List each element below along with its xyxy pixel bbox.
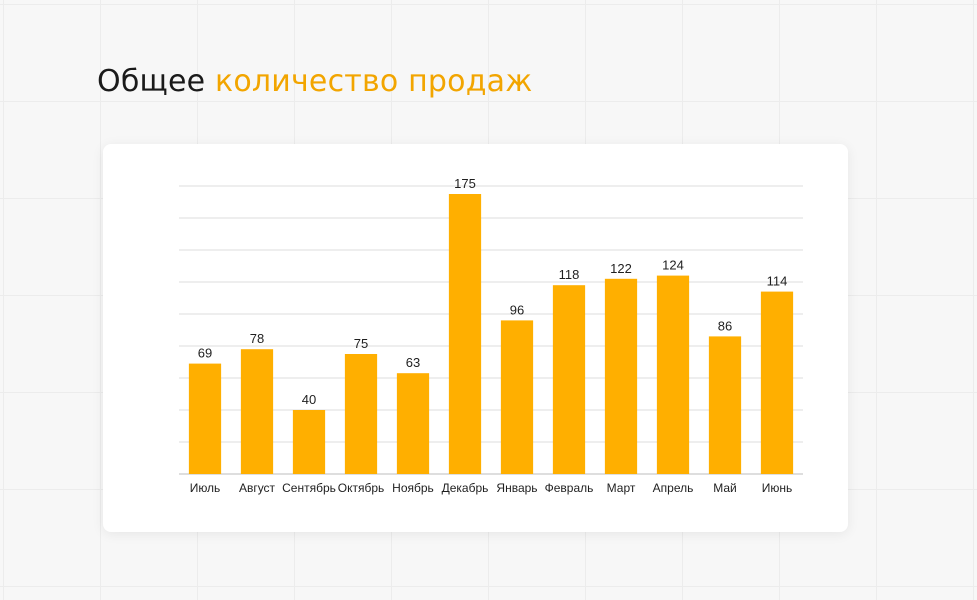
x-tick-label: Июнь bbox=[762, 481, 793, 495]
bar-value-label: 86 bbox=[718, 318, 732, 333]
bar bbox=[708, 336, 742, 474]
bar bbox=[656, 275, 690, 474]
bar bbox=[240, 349, 274, 474]
x-tick-label: Январь bbox=[496, 481, 537, 495]
bar-value-label: 69 bbox=[198, 346, 212, 361]
bar bbox=[292, 410, 326, 474]
bar-value-label: 122 bbox=[610, 261, 632, 276]
bar-value-label: 96 bbox=[510, 302, 524, 317]
bar bbox=[344, 354, 378, 474]
x-tick-label: Декабрь bbox=[442, 481, 489, 495]
x-tick-label: Апрель bbox=[653, 481, 694, 495]
bar-value-label: 118 bbox=[559, 267, 580, 282]
x-tick-label: Октябрь bbox=[338, 481, 385, 495]
bar bbox=[604, 278, 638, 474]
bar-value-label: 78 bbox=[250, 331, 264, 346]
x-tick-label: Ноябрь bbox=[392, 481, 434, 495]
bar-value-label: 114 bbox=[767, 274, 788, 289]
bar bbox=[500, 320, 534, 474]
bar-value-label: 75 bbox=[354, 336, 368, 351]
x-tick-label: Март bbox=[607, 481, 636, 495]
sales-bar-chart: 69 78 40 75 63 175 96 118 122 124 86 114 Июль Август С… bbox=[179, 176, 803, 495]
x-tick-label: Май bbox=[713, 481, 737, 495]
bar bbox=[396, 373, 430, 474]
bar-value-label: 40 bbox=[302, 392, 316, 407]
x-tick-label: Сентябрь bbox=[282, 481, 336, 495]
x-tick-label: Июль bbox=[190, 481, 221, 495]
bar bbox=[188, 363, 222, 474]
bar bbox=[552, 285, 586, 474]
bar-value-label: 63 bbox=[406, 355, 420, 370]
bar-value-label: 175 bbox=[454, 176, 476, 191]
x-tick-label: Февраль bbox=[545, 481, 594, 495]
bars bbox=[188, 194, 794, 474]
page-title-part1: Общее bbox=[97, 64, 206, 99]
page-title: Общее количество продаж bbox=[97, 64, 532, 99]
x-tick-label: Август bbox=[239, 481, 276, 495]
bar bbox=[448, 194, 482, 474]
gridlines bbox=[179, 185, 803, 475]
bar bbox=[760, 291, 794, 474]
page-title-part2: количество продаж bbox=[215, 64, 533, 99]
value-labels: 69 78 40 75 63 175 96 118 122 124 86 114 bbox=[198, 176, 788, 407]
x-axis-ticks: Июль Август Сентябрь Октябрь Ноябрь Декабрь Ян… bbox=[190, 481, 793, 495]
bar-value-label: 124 bbox=[662, 258, 684, 273]
